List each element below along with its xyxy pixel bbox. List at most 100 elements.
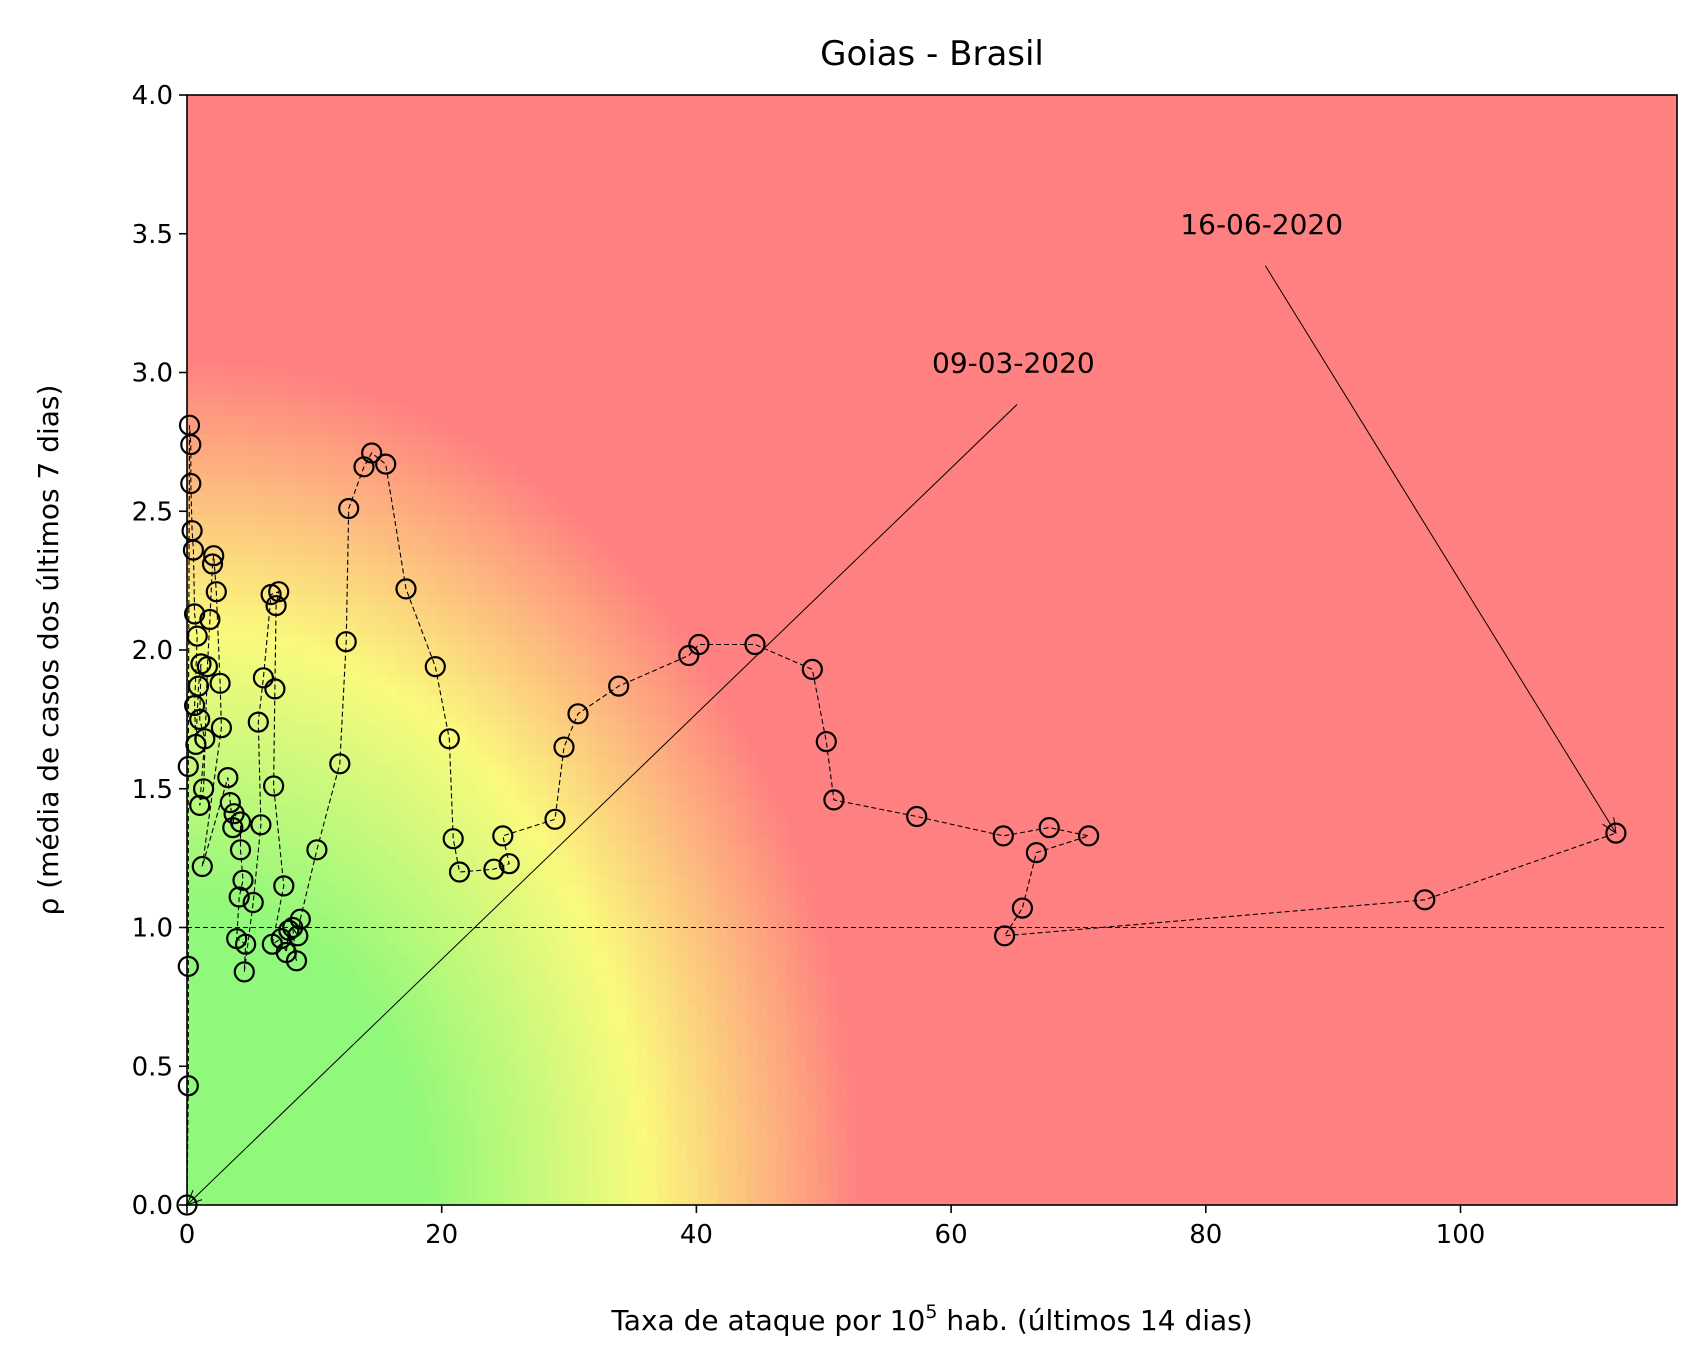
background-cell [1027,275,1038,286]
background-cell [1357,355,1368,366]
background-cell [657,95,668,106]
background-cell [757,365,768,376]
background-cell [837,225,848,236]
background-cell [1157,325,1168,336]
background-cell [477,95,488,106]
background-cell [667,145,678,156]
background-cell [267,195,278,206]
background-cell [327,195,338,206]
background-cell [1067,195,1078,206]
background-cell [1297,415,1308,426]
background-cell [527,125,538,136]
background-cell [1477,135,1488,146]
background-cell [1137,265,1148,276]
background-cell [1267,145,1278,156]
background-cell [1087,225,1098,236]
background-cell [277,135,288,146]
background-cell [597,245,608,256]
background-cell [1507,255,1518,266]
background-cell [1437,345,1448,356]
background-cell [777,375,788,386]
background-cell [587,135,598,146]
background-cell [947,115,958,126]
background-cell [1367,385,1378,396]
background-cell [617,335,628,346]
background-cell [317,95,328,106]
background-cell [687,275,698,286]
background-cell [437,175,448,186]
background-cell [267,115,278,126]
background-cell [687,385,698,396]
background-cell [1267,185,1278,196]
background-cell [737,245,748,256]
background-cell [747,175,758,186]
background-cell [317,305,328,316]
background-cell [1607,335,1618,346]
background-cell [1167,105,1178,116]
background-cell [697,185,708,196]
background-cell [247,275,258,286]
background-cell [377,95,388,106]
background-cell [867,425,878,436]
background-cell [417,155,428,166]
background-cell [557,375,568,386]
background-cell [867,415,878,426]
background-cell [717,355,728,366]
background-cell [327,155,338,166]
background-cell [1407,295,1418,306]
background-cell [1007,325,1018,336]
background-cell [1607,115,1618,126]
background-cell [1427,295,1438,306]
background-cell [1097,175,1108,186]
background-cell [427,185,438,196]
background-cell [337,215,348,226]
background-cell [1327,135,1338,146]
background-cell [1427,395,1438,406]
background-cell [1497,105,1508,116]
background-cell [397,165,408,176]
background-cell [1557,245,1568,256]
background-cell [447,345,458,356]
background-cell [637,425,648,436]
background-cell [1517,285,1528,296]
background-cell [1127,165,1138,176]
background-cell [937,185,948,196]
background-cell [977,265,988,276]
background-cell [597,315,608,326]
background-cell [447,285,458,296]
background-cell [547,375,558,386]
background-cell [547,315,558,326]
background-cell [217,365,228,376]
background-cell [387,215,398,226]
background-cell [1627,155,1638,166]
background-cell [1117,255,1128,266]
background-cell [377,155,388,166]
background-cell [667,345,678,356]
background-cell [607,125,618,136]
background-cell [947,335,958,346]
background-cell [1337,105,1348,116]
background-cell [547,295,558,306]
background-cell [567,205,578,216]
background-cell [357,365,368,376]
background-cell [517,205,528,216]
background-cell [827,345,838,356]
background-cell [1577,255,1588,266]
background-cell [417,415,428,426]
background-cell [677,275,688,286]
background-cell [207,345,218,356]
background-cell [1257,155,1268,166]
background-cell [797,225,808,236]
background-cell [777,305,788,316]
background-cell [197,315,208,326]
background-cell [1437,265,1448,276]
background-cell [687,115,698,126]
background-cell [737,145,748,156]
background-cell [1547,115,1558,126]
background-cell [797,135,808,146]
background-cell [567,405,578,416]
background-cell [1667,355,1677,366]
background-cell [517,285,528,296]
background-cell [817,295,828,306]
background-cell [397,395,408,406]
